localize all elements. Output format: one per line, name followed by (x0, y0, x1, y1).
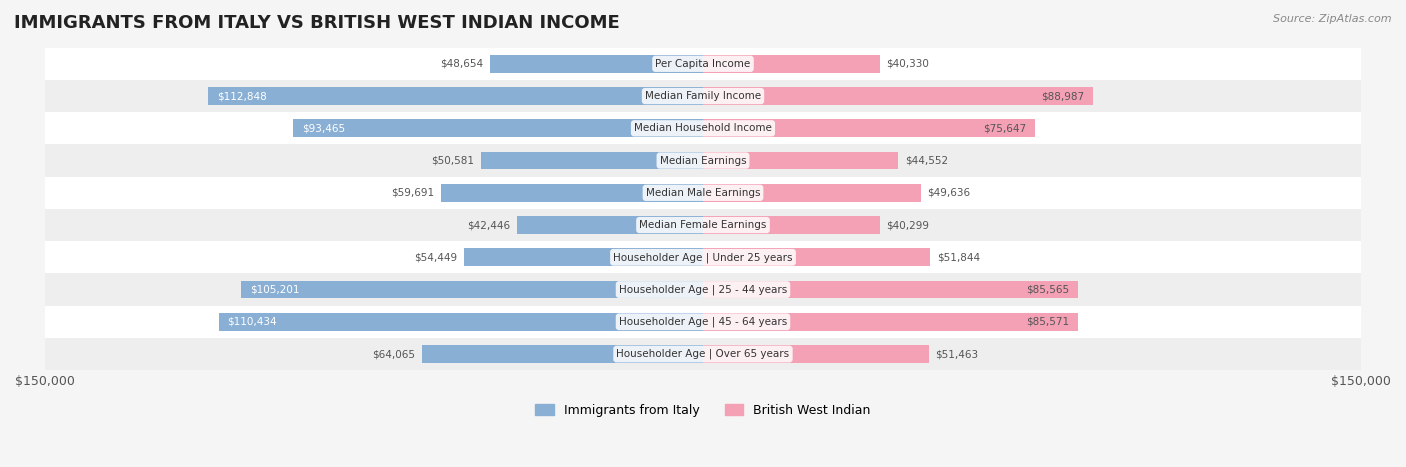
Bar (218, 313, 703, 331)
Text: $88,987: $88,987 (1042, 91, 1084, 101)
Bar (703, 313, 1078, 331)
Text: $44,552: $44,552 (905, 156, 948, 166)
Text: Householder Age | 45 - 64 years: Householder Age | 45 - 64 years (619, 317, 787, 327)
Bar (703, 184, 921, 202)
Bar (703, 248, 931, 266)
Bar (703, 281, 1078, 298)
Bar (464, 248, 703, 266)
Legend: Immigrants from Italy, British West Indian: Immigrants from Italy, British West Indi… (530, 399, 876, 422)
Text: $93,465: $93,465 (302, 123, 344, 133)
Text: Median Family Income: Median Family Income (645, 91, 761, 101)
Text: $40,299: $40,299 (886, 220, 929, 230)
Text: $50,581: $50,581 (432, 156, 474, 166)
Text: $64,065: $64,065 (373, 349, 415, 359)
Text: $51,844: $51,844 (936, 252, 980, 262)
Text: Householder Age | Under 25 years: Householder Age | Under 25 years (613, 252, 793, 262)
Text: $75,647: $75,647 (983, 123, 1026, 133)
Text: Householder Age | Over 65 years: Householder Age | Over 65 years (616, 349, 790, 359)
Bar (703, 55, 880, 73)
Bar (242, 281, 703, 298)
Bar (45, 306, 1361, 338)
Bar (703, 120, 1035, 137)
Text: $54,449: $54,449 (415, 252, 457, 262)
Text: Source: ZipAtlas.com: Source: ZipAtlas.com (1274, 14, 1392, 24)
Bar (441, 184, 703, 202)
Text: $85,571: $85,571 (1026, 317, 1070, 327)
Text: $42,446: $42,446 (467, 220, 510, 230)
Bar (703, 216, 880, 234)
Bar (45, 177, 1361, 209)
Text: $110,434: $110,434 (228, 317, 277, 327)
Bar (45, 144, 1361, 177)
Text: Per Capita Income: Per Capita Income (655, 59, 751, 69)
Bar (45, 338, 1361, 370)
Bar (208, 87, 703, 105)
Bar (45, 112, 1361, 144)
Text: $40,330: $40,330 (887, 59, 929, 69)
Bar (45, 48, 1361, 80)
Text: Median Female Earnings: Median Female Earnings (640, 220, 766, 230)
Bar (45, 274, 1361, 306)
Bar (703, 87, 1094, 105)
Text: $48,654: $48,654 (440, 59, 484, 69)
Bar (422, 345, 703, 363)
Text: $105,201: $105,201 (250, 284, 299, 295)
Text: $49,636: $49,636 (928, 188, 970, 198)
Bar (703, 345, 929, 363)
Text: Householder Age | 25 - 44 years: Householder Age | 25 - 44 years (619, 284, 787, 295)
Bar (45, 209, 1361, 241)
Bar (45, 80, 1361, 112)
Text: Median Earnings: Median Earnings (659, 156, 747, 166)
Text: Median Male Earnings: Median Male Earnings (645, 188, 761, 198)
Bar (292, 120, 703, 137)
Bar (481, 152, 703, 170)
Text: Median Household Income: Median Household Income (634, 123, 772, 133)
Bar (489, 55, 703, 73)
Bar (517, 216, 703, 234)
Bar (45, 241, 1361, 274)
Text: IMMIGRANTS FROM ITALY VS BRITISH WEST INDIAN INCOME: IMMIGRANTS FROM ITALY VS BRITISH WEST IN… (14, 14, 620, 32)
Text: $85,565: $85,565 (1026, 284, 1070, 295)
Text: $51,463: $51,463 (935, 349, 979, 359)
Text: $59,691: $59,691 (391, 188, 434, 198)
Bar (703, 152, 898, 170)
Text: $112,848: $112,848 (217, 91, 267, 101)
